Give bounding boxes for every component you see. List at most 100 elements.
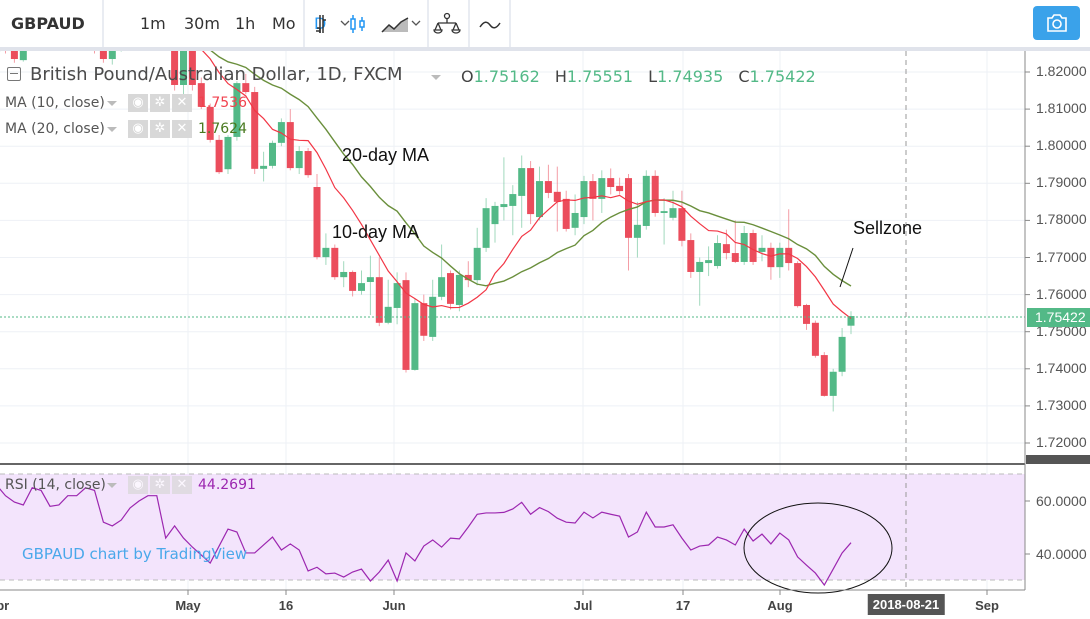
candle-body bbox=[785, 247, 793, 264]
candle-body bbox=[678, 208, 686, 241]
snapshot-button[interactable] bbox=[1033, 6, 1080, 40]
candle bbox=[180, 51, 187, 95]
candle bbox=[491, 201, 499, 243]
candle-body bbox=[108, 51, 116, 60]
candle-body bbox=[153, 24, 160, 28]
bars-icon[interactable] bbox=[312, 12, 336, 36]
series-title[interactable]: British Pound/Australian Dollar, 1D, FXC… bbox=[30, 64, 403, 85]
candle bbox=[29, 35, 36, 50]
gear-icon[interactable]: ✲ bbox=[150, 120, 170, 138]
high-value: 1.75551 bbox=[566, 67, 634, 86]
candle bbox=[215, 135, 223, 175]
candle-body bbox=[47, 33, 54, 39]
rsi-value: 44.2691 bbox=[198, 477, 256, 493]
annotation-10-day-ma[interactable]: 10-day MA bbox=[332, 222, 420, 242]
time-tick: Jul bbox=[573, 598, 593, 613]
candle-body bbox=[393, 283, 401, 308]
candle-body bbox=[838, 336, 846, 372]
time-tick: 17 bbox=[675, 598, 691, 613]
price-tick: 1.77000 bbox=[1036, 248, 1087, 265]
candle-body bbox=[829, 371, 837, 396]
candle bbox=[64, 24, 71, 39]
candle-body bbox=[714, 243, 721, 267]
candle bbox=[776, 242, 784, 278]
interval-group: 1m 30m 1h Mo bbox=[106, 0, 305, 47]
ma10-label: MA (10, close) bbox=[5, 95, 105, 111]
candle bbox=[811, 320, 819, 358]
area-chart-icon[interactable] bbox=[380, 12, 410, 36]
chevron-down-icon[interactable] bbox=[409, 16, 423, 30]
indicator-wave-icon[interactable] bbox=[478, 12, 502, 36]
close-icon[interactable]: ✕ bbox=[172, 120, 192, 138]
eye-icon[interactable]: ◉ bbox=[128, 94, 148, 112]
candle bbox=[19, 51, 27, 62]
candle bbox=[438, 244, 446, 301]
candle bbox=[544, 164, 552, 199]
candle bbox=[633, 201, 641, 258]
collapse-icon[interactable] bbox=[7, 67, 21, 81]
caret-down-icon[interactable] bbox=[107, 127, 117, 132]
candle bbox=[758, 235, 766, 262]
candle bbox=[10, 51, 18, 63]
candle-body bbox=[366, 277, 374, 282]
candle bbox=[55, 31, 62, 46]
candle-body bbox=[580, 181, 588, 218]
time-tick: Apr bbox=[0, 598, 10, 613]
candle-body bbox=[687, 240, 695, 272]
interval-30m[interactable]: 30m bbox=[184, 14, 220, 33]
candle-body bbox=[197, 83, 205, 107]
caret-down-icon[interactable] bbox=[107, 483, 117, 488]
candle-body bbox=[464, 274, 472, 281]
candle bbox=[162, 20, 169, 35]
low-key: L bbox=[648, 67, 658, 86]
moving-averages bbox=[202, 51, 852, 319]
interval-mo[interactable]: Mo bbox=[272, 14, 296, 33]
candle bbox=[785, 209, 793, 271]
candle bbox=[349, 270, 357, 297]
camera-icon bbox=[1046, 14, 1067, 32]
annotation-20-day-ma[interactable]: 20-day MA bbox=[342, 145, 430, 165]
interval-1m[interactable]: 1m bbox=[140, 14, 166, 33]
candle bbox=[464, 261, 472, 288]
candle bbox=[38, 27, 45, 44]
high-key: H bbox=[554, 67, 567, 86]
candles-icon[interactable] bbox=[346, 12, 370, 36]
candle-body bbox=[206, 106, 214, 140]
ohlc-values: O1.75162 H1.75551 L1.74935 C1.75422 bbox=[461, 67, 826, 86]
chevron-down-icon[interactable] bbox=[338, 16, 352, 30]
candle-body bbox=[696, 261, 704, 272]
caret-down-icon[interactable] bbox=[431, 75, 441, 80]
candle-body bbox=[136, 27, 143, 34]
time-tick: Sep bbox=[975, 598, 999, 613]
candle bbox=[153, 16, 160, 31]
candle-body bbox=[562, 198, 570, 229]
ma20-label: MA (20, close) bbox=[5, 121, 105, 137]
interval-1h[interactable]: 1h bbox=[235, 14, 256, 33]
gear-icon[interactable]: ✲ bbox=[150, 476, 170, 494]
candle-body bbox=[847, 316, 855, 326]
symbol-search-button[interactable]: GBPAUD bbox=[0, 0, 104, 47]
candle-body bbox=[118, 44, 125, 47]
compare-scales-icon[interactable] bbox=[433, 12, 461, 36]
close-value: 1.75422 bbox=[749, 67, 816, 86]
last-price-tag: 1.75422 bbox=[1027, 308, 1090, 327]
eye-icon[interactable]: ◉ bbox=[128, 476, 148, 494]
candle bbox=[571, 194, 579, 236]
price-tick: 1.78000 bbox=[1036, 211, 1087, 228]
caret-down-icon[interactable] bbox=[107, 101, 117, 106]
close-icon[interactable]: ✕ bbox=[172, 476, 192, 494]
time-tick: Jun bbox=[382, 598, 406, 613]
candle bbox=[269, 140, 276, 169]
candle-body bbox=[144, 24, 151, 28]
candle-body bbox=[180, 51, 187, 85]
gear-icon[interactable]: ✲ bbox=[150, 94, 170, 112]
candle-body bbox=[758, 247, 766, 252]
annotation-sellzone[interactable]: Sellzone bbox=[853, 218, 923, 238]
candle bbox=[322, 233, 330, 265]
rsi-line bbox=[0, 487, 852, 587]
close-icon[interactable]: ✕ bbox=[172, 94, 192, 112]
candle bbox=[660, 198, 668, 245]
eye-icon[interactable]: ◉ bbox=[128, 120, 148, 138]
candle bbox=[375, 257, 383, 327]
